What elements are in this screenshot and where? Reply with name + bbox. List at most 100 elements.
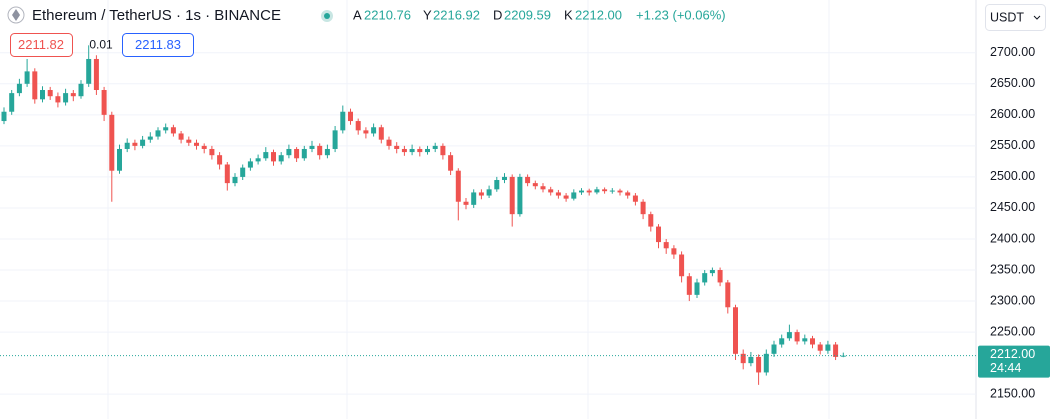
currency[interactable]: USDT (990, 10, 1024, 24)
candle-body (63, 93, 69, 103)
candle-body (640, 201, 646, 215)
candle-body (802, 338, 808, 342)
candle-body (394, 145, 400, 149)
change: +1.23 (+0.06%) (636, 7, 726, 22)
candle-body (263, 152, 269, 159)
candle-body (24, 71, 30, 84)
y-tick-label: 2450.00 (990, 200, 1035, 214)
candle-body (825, 344, 831, 351)
candle-body (55, 96, 61, 103)
candle-body (579, 190, 584, 193)
spread: 0.01 (89, 38, 113, 52)
candle-body (656, 226, 661, 243)
candle-body (109, 114, 115, 171)
candle-body (278, 155, 284, 162)
ohlc-value: 2209.59 (504, 7, 551, 22)
candle-body (324, 148, 330, 156)
candle-body (625, 192, 631, 196)
candle-body (363, 130, 369, 134)
candle-body (194, 142, 199, 146)
candle-body (602, 189, 608, 192)
candle-body (702, 273, 708, 283)
candle-body (294, 148, 300, 159)
status-dot (324, 13, 330, 19)
candle-body (1, 111, 7, 122)
candle-body (301, 148, 307, 159)
candle-body (317, 145, 323, 156)
candle-body (147, 136, 153, 140)
candle-body (786, 332, 792, 339)
candle-body (794, 332, 800, 342)
candle-body (502, 176, 507, 181)
y-tick-label: 2400.00 (990, 231, 1035, 245)
candle-body (16, 83, 22, 94)
currency-box[interactable] (985, 4, 1046, 31)
y-tick-label: 2250.00 (990, 324, 1035, 338)
candle-body (217, 155, 223, 165)
bid[interactable]: 2211.82 (18, 37, 64, 52)
candle-body (771, 344, 777, 354)
y-tick-label: 2150.00 (990, 386, 1035, 400)
ask-box[interactable] (122, 33, 194, 57)
candle-body (756, 356, 762, 373)
candle-body (132, 142, 138, 146)
candle-body (648, 214, 654, 227)
candle-body (440, 145, 446, 156)
candle-body (594, 189, 600, 193)
candle-body (401, 148, 407, 153)
candle-body (140, 139, 146, 146)
candle-body (586, 190, 592, 193)
candle-body (833, 344, 839, 357)
ohlc-key: K (564, 7, 573, 22)
candle-body (740, 353, 746, 364)
countdown: 24:44 (990, 361, 1021, 375)
ask[interactable]: 2211.83 (135, 37, 181, 52)
candle-body (209, 148, 215, 156)
candle-body (417, 148, 423, 153)
candle-body (448, 155, 454, 171)
candle-body (817, 344, 823, 351)
candle-body (671, 248, 677, 255)
ohlc-key: Y (423, 7, 432, 22)
y-tick-label: 2550.00 (990, 138, 1035, 152)
candle-body (201, 145, 207, 149)
currency-select[interactable]: USDT (985, 4, 1046, 31)
candle-body (247, 161, 253, 168)
candle-body (810, 338, 815, 345)
candle-body (224, 164, 230, 184)
y-tick-label: 2500.00 (990, 169, 1035, 183)
candle-body (332, 130, 338, 149)
candle-body (78, 83, 84, 97)
candle-body (93, 58, 99, 91)
candle-body (517, 176, 523, 215)
candle-body (186, 139, 192, 143)
candle-body (663, 242, 669, 249)
candle-body (779, 338, 785, 345)
y-tick-label: 2700.00 (990, 45, 1035, 59)
candle-body (271, 152, 276, 162)
ohlc-value: 2212.00 (575, 7, 622, 22)
y-tick-label: 2650.00 (990, 76, 1035, 90)
candle-body (733, 307, 738, 354)
candle-body (309, 145, 315, 149)
candle-body (170, 127, 176, 134)
candle-body (632, 195, 638, 202)
candle-body (32, 71, 38, 100)
candle-body (47, 90, 53, 97)
candle-body (548, 189, 554, 193)
candle-body (178, 133, 184, 140)
candle-body (686, 276, 692, 295)
ohlc-key: D (493, 7, 502, 22)
candle-body (286, 148, 292, 156)
candle-body (494, 180, 500, 190)
candle-body (532, 183, 538, 187)
candle-body (240, 167, 246, 177)
candle-body (40, 90, 45, 100)
bid-box[interactable] (10, 33, 73, 57)
candle-body (124, 142, 130, 149)
candle-body (478, 192, 484, 196)
header: Ethereum / TetherUS · 1s · BINANCE A 221… (7, 6, 726, 24)
candle-body (471, 192, 477, 205)
candle-body (378, 127, 384, 140)
